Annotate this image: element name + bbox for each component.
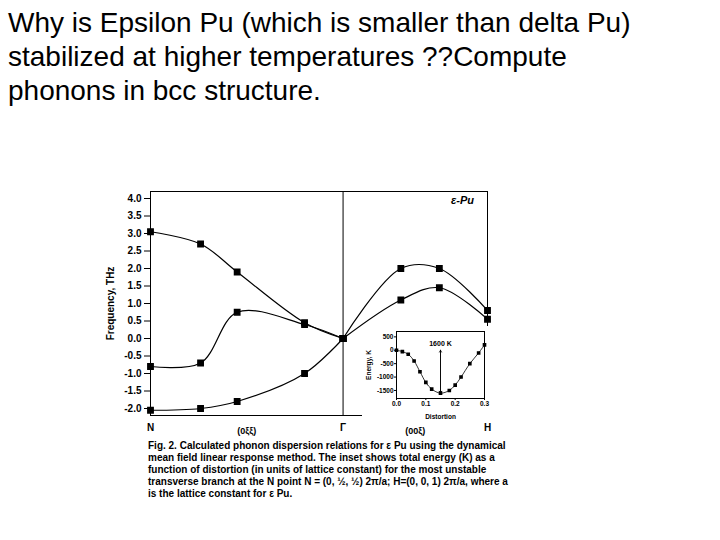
svg-text:2.0: 2.0 — [128, 263, 142, 274]
svg-text:0.0: 0.0 — [128, 333, 142, 344]
svg-text:Energy, K: Energy, K — [365, 350, 373, 380]
svg-text:-1000: -1000 — [377, 373, 394, 380]
svg-text:(0ξξ): (0ξξ) — [237, 426, 256, 436]
svg-text:N: N — [147, 422, 154, 433]
svg-text:0.2: 0.2 — [451, 400, 460, 407]
svg-text:0.3: 0.3 — [480, 400, 489, 407]
svg-text:H: H — [484, 422, 491, 433]
svg-text:Γ: Γ — [340, 422, 346, 433]
svg-text:-2.0: -2.0 — [124, 403, 142, 414]
html-text:Fig. 2. Calculated phonon disp: Fig. 2. Calculated phonon dispersion rel… — [148, 440, 508, 499]
svg-text:-1.0: -1.0 — [124, 368, 142, 379]
svg-text:Frequency, THz: Frequency, THz — [105, 267, 116, 341]
html-text:Why is Epsilon Pu (which is sm: Why is Epsilon Pu (which is smaller than… — [8, 7, 631, 106]
svg-text:0.0: 0.0 — [392, 400, 401, 407]
svg-text:-500: -500 — [380, 360, 393, 367]
svg-text:1.5: 1.5 — [128, 280, 142, 291]
svg-text:3.5: 3.5 — [128, 210, 142, 221]
svg-text:-1.5: -1.5 — [124, 385, 142, 396]
svg-text:1600 K: 1600 K — [429, 340, 452, 347]
svg-text:0.5: 0.5 — [128, 315, 142, 326]
svg-text:-0.5: -0.5 — [124, 350, 142, 361]
svg-text:500: 500 — [383, 333, 394, 340]
svg-text:0: 0 — [390, 346, 394, 353]
svg-text:(00ξ): (00ξ) — [405, 426, 425, 436]
svg-text:4.0: 4.0 — [128, 193, 142, 204]
svg-text:-1500: -1500 — [377, 387, 394, 394]
svg-text:ε-Pu: ε-Pu — [451, 194, 474, 206]
svg-text:Distortion: Distortion — [425, 413, 456, 420]
svg-text:0.1: 0.1 — [421, 400, 430, 407]
svg-text:2.5: 2.5 — [128, 245, 142, 256]
svg-text:3.0: 3.0 — [128, 228, 142, 239]
svg-text:1.0: 1.0 — [128, 298, 142, 309]
